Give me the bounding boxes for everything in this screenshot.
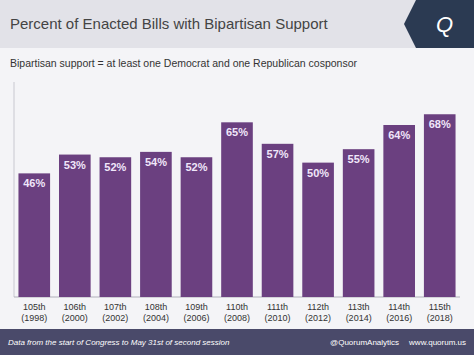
- bar: [18, 173, 50, 297]
- x-tick-label-line: 109th: [185, 302, 208, 312]
- title: Percent of Enacted Bills with Bipartisan…: [10, 15, 328, 32]
- x-tick-label-line: 111th: [267, 302, 288, 312]
- x-tick-label-line: 108th: [145, 302, 168, 312]
- x-tick-label-line: (2012): [305, 313, 331, 323]
- x-tick-label: 107th(2002): [102, 302, 128, 323]
- x-tick-label-line: 112th: [307, 302, 329, 312]
- x-tick-label-line: (1998): [21, 313, 47, 323]
- x-tick-label: 111th(2010): [265, 302, 291, 323]
- bar: [343, 149, 375, 297]
- data-label: 54%: [145, 156, 167, 168]
- x-tick-label: 115th(2018): [427, 302, 453, 323]
- x-tick-label-line: (2018): [427, 313, 453, 323]
- bar: [59, 155, 91, 297]
- bar: [100, 157, 132, 297]
- bar: [262, 144, 294, 297]
- x-tick-label-line: 105th: [23, 302, 46, 312]
- bars: [18, 114, 455, 297]
- data-label: 65%: [226, 126, 248, 138]
- bar: [221, 122, 253, 297]
- x-tick-label-line: 114th: [388, 302, 410, 312]
- x-tick-label-line: (2008): [224, 313, 250, 323]
- data-label: 52%: [104, 161, 126, 173]
- footer-text: Data from the start of Congress to May 3…: [8, 338, 230, 347]
- x-tick-label-line: (2000): [62, 313, 88, 323]
- x-tick-label-line: 113th: [348, 302, 370, 312]
- x-tick-label-line: 110th: [226, 302, 248, 312]
- x-tick-label: 105th(1998): [21, 302, 47, 323]
- x-tick-label-line: (2002): [102, 313, 128, 323]
- data-label: 46%: [23, 177, 45, 189]
- data-label: 52%: [185, 161, 207, 173]
- x-tick-label-line: 107th: [104, 302, 127, 312]
- x-tick-label-line: (2004): [143, 313, 169, 323]
- bar: [424, 114, 456, 297]
- bar: [140, 152, 172, 297]
- data-label: 50%: [307, 167, 329, 179]
- bar: [302, 163, 334, 297]
- labels: 46%105th(1998)53%106th(2000)52%107th(200…: [21, 118, 452, 323]
- x-tick-label: 110th(2008): [224, 302, 250, 323]
- logo-text: Q: [436, 12, 453, 37]
- x-tick-label-line: (2006): [183, 313, 209, 323]
- x-tick-label-line: 115th: [429, 302, 451, 312]
- data-label: 53%: [64, 159, 86, 171]
- logo: [404, 0, 474, 48]
- data-label: 64%: [388, 129, 410, 141]
- bar: [181, 157, 213, 297]
- subtitle: Bipartisan support = at least one Democr…: [10, 57, 358, 69]
- footer-band: [0, 329, 474, 355]
- x-tick-label: 112th(2012): [305, 302, 331, 323]
- x-tick-label: 108th(2004): [143, 302, 169, 323]
- x-tick-label-line: 106th: [64, 302, 87, 312]
- data-label: 57%: [267, 148, 289, 160]
- x-tick-label-line: (2010): [265, 313, 291, 323]
- data-label: 68%: [429, 118, 451, 130]
- footer-text: www.quorum.us: [408, 338, 466, 347]
- title-band: [0, 0, 474, 48]
- bar: [383, 125, 415, 297]
- y-axis-line: [14, 82, 15, 297]
- chart: Q Percent of Enacted Bills with Bipartisa…: [0, 0, 474, 355]
- x-tick-label-line: (2014): [346, 313, 372, 323]
- background: [0, 0, 474, 355]
- x-tick-label-line: (2016): [386, 313, 412, 323]
- data-label: 55%: [348, 153, 370, 165]
- x-tick-label: 114th(2016): [386, 302, 412, 323]
- x-tick-label: 106th(2000): [62, 302, 88, 323]
- footer-text: @QuorumAnalytics: [330, 338, 399, 347]
- x-tick-label: 109th(2006): [183, 302, 209, 323]
- x-tick-label: 113th(2014): [346, 302, 372, 323]
